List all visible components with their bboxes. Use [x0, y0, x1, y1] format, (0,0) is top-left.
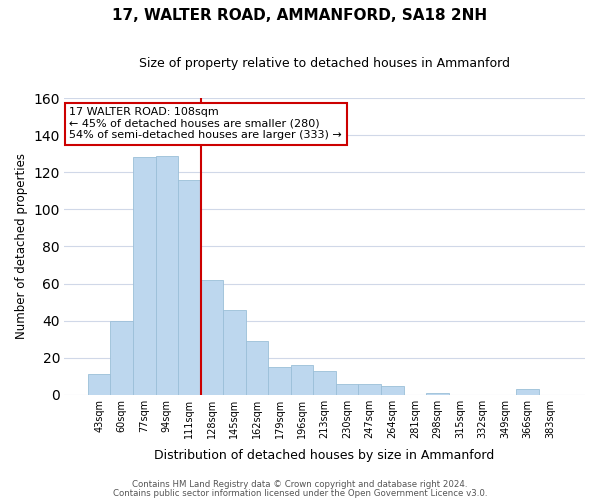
Bar: [200, 280, 223, 395]
Bar: [336, 384, 358, 395]
Bar: [246, 341, 268, 395]
Bar: [313, 370, 336, 395]
Bar: [178, 180, 200, 395]
Bar: [88, 374, 110, 395]
Y-axis label: Number of detached properties: Number of detached properties: [15, 154, 28, 340]
Text: Contains HM Land Registry data © Crown copyright and database right 2024.: Contains HM Land Registry data © Crown c…: [132, 480, 468, 489]
Bar: [155, 156, 178, 395]
Bar: [110, 320, 133, 395]
X-axis label: Distribution of detached houses by size in Ammanford: Distribution of detached houses by size …: [154, 450, 495, 462]
Title: Size of property relative to detached houses in Ammanford: Size of property relative to detached ho…: [139, 58, 510, 70]
Bar: [358, 384, 381, 395]
Bar: [133, 158, 155, 395]
Bar: [268, 367, 291, 395]
Bar: [223, 310, 246, 395]
Bar: [381, 386, 404, 395]
Bar: [516, 390, 539, 395]
Text: 17, WALTER ROAD, AMMANFORD, SA18 2NH: 17, WALTER ROAD, AMMANFORD, SA18 2NH: [112, 8, 488, 22]
Bar: [291, 365, 313, 395]
Bar: [426, 393, 449, 395]
Text: Contains public sector information licensed under the Open Government Licence v3: Contains public sector information licen…: [113, 488, 487, 498]
Text: 17 WALTER ROAD: 108sqm
← 45% of detached houses are smaller (280)
54% of semi-de: 17 WALTER ROAD: 108sqm ← 45% of detached…: [70, 107, 342, 140]
